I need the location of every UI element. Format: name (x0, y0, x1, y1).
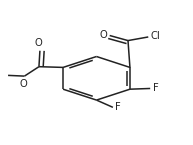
Text: O: O (20, 79, 27, 89)
Text: F: F (115, 102, 121, 112)
Text: O: O (35, 38, 42, 48)
Text: O: O (99, 30, 107, 40)
Text: F: F (152, 84, 158, 94)
Text: Cl: Cl (151, 31, 160, 41)
